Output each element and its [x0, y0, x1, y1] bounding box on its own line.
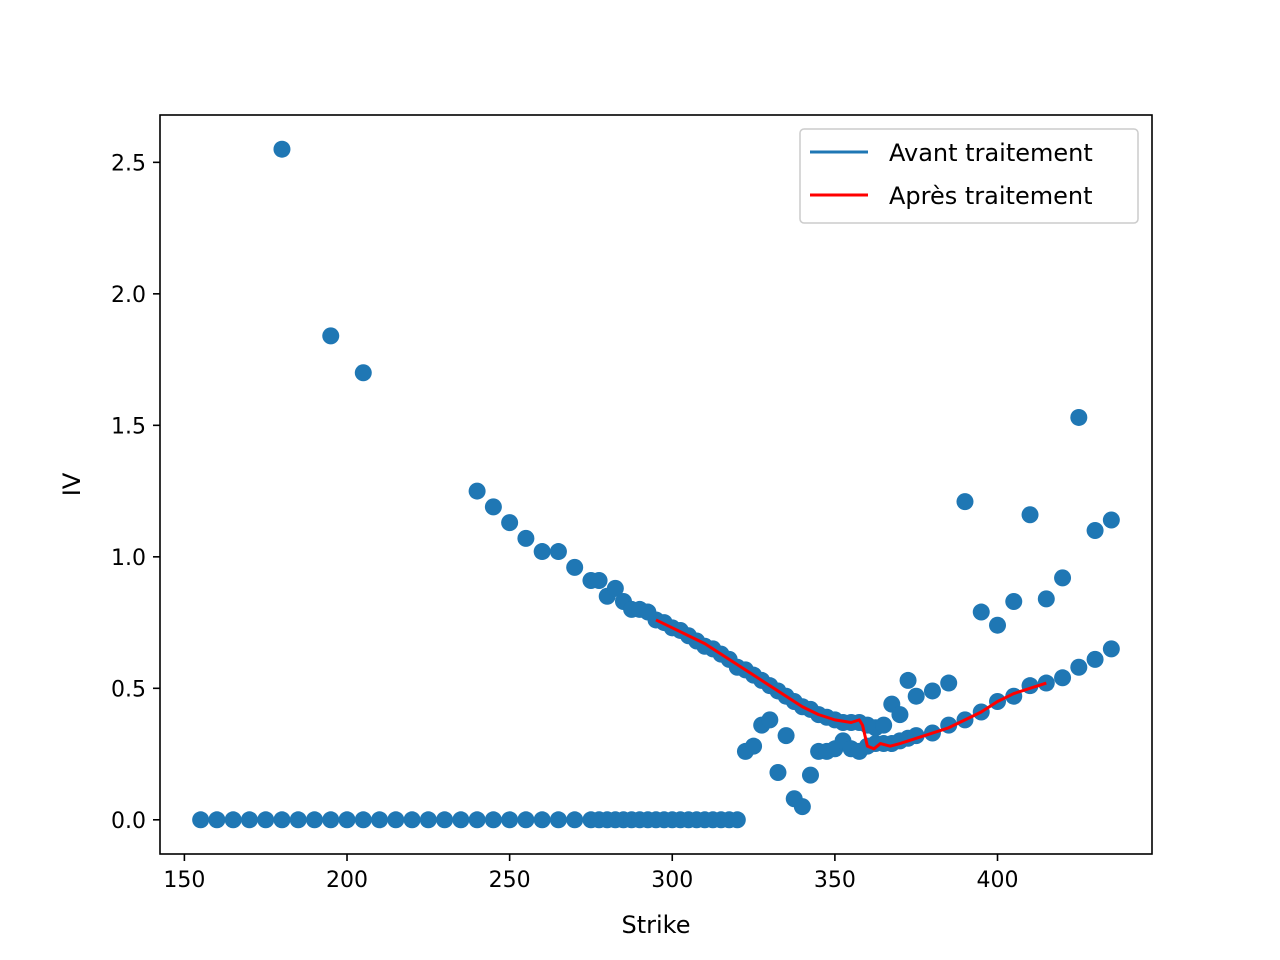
scatter-point: [793, 798, 811, 816]
scatter-point: [566, 558, 584, 576]
scatter-point: [1102, 511, 1120, 529]
scatter-point: [761, 711, 779, 729]
x-tick-label: 300: [651, 868, 693, 893]
scatter-point: [875, 716, 893, 734]
scatter-point: [1037, 590, 1055, 608]
scatter-point: [192, 811, 210, 829]
scatter-point: [322, 811, 340, 829]
scatter-point: [354, 364, 372, 382]
scatter-point: [468, 811, 486, 829]
legend: Avant traitement Après traitement: [799, 128, 1139, 224]
scatter-point: [549, 543, 567, 561]
scatter-point: [322, 327, 340, 345]
scatter-point: [769, 763, 787, 781]
x-tick-label: 350: [814, 868, 856, 893]
scatter-point: [989, 616, 1007, 634]
x-tick-label: 150: [163, 868, 205, 893]
scatter-point: [891, 706, 909, 724]
plot-area: [160, 115, 1152, 854]
scatter-point: [1070, 408, 1088, 426]
scatter-point: [1086, 522, 1104, 540]
scatter-point: [517, 811, 535, 829]
scatter-point: [1102, 640, 1120, 658]
y-axis: 0.0 0.5 1.0 1.5 2.0 2.5: [111, 151, 160, 834]
plot-frame: [159, 114, 1153, 855]
y-tick-label: 1.0: [111, 546, 146, 571]
scatter-point: [923, 682, 941, 700]
scatter-point: [257, 811, 275, 829]
scatter-point: [354, 811, 372, 829]
scatter-point: [728, 811, 746, 829]
scatter-point: [419, 811, 437, 829]
y-tick-label: 1.5: [111, 414, 146, 439]
scatter-point: [371, 811, 389, 829]
y-tick-label: 0.0: [111, 809, 146, 834]
scatter-point: [452, 811, 470, 829]
scatter-point: [501, 811, 519, 829]
scatter-point: [745, 737, 763, 755]
y-tick-label: 0.5: [111, 677, 146, 702]
scatter-point: [1021, 506, 1039, 524]
legend-label-apres: Après traitement: [889, 182, 1092, 210]
scatter-point: [289, 811, 307, 829]
scatter-point: [484, 498, 502, 516]
x-axis-label: Strike: [622, 911, 691, 939]
scatter-point: [533, 811, 551, 829]
scatter-point: [240, 811, 258, 829]
legend-label-avant: Avant traitement: [889, 139, 1093, 167]
scatter-point: [606, 579, 624, 597]
scatter-point: [590, 571, 608, 589]
scatter-point: [273, 140, 291, 158]
y-tick-label: 2.5: [111, 151, 146, 176]
scatter-point: [305, 811, 323, 829]
scatter-point: [403, 811, 421, 829]
scatter-point: [566, 811, 584, 829]
scatter-point: [387, 811, 405, 829]
scatter-point: [273, 811, 291, 829]
y-tick-label: 2.0: [111, 283, 146, 308]
scatter-point: [1054, 569, 1072, 587]
x-tick-label: 400: [977, 868, 1019, 893]
scatter-point: [1070, 658, 1088, 676]
scatter-point: [224, 811, 242, 829]
legend-box: [799, 128, 1139, 224]
y-axis-label: IV: [58, 472, 86, 496]
scatter-point: [972, 603, 990, 621]
scatter-point: [533, 543, 551, 561]
line-series: [655, 618, 1047, 751]
scatter-point: [436, 811, 454, 829]
scatter-point: [208, 811, 226, 829]
scatter-point: [899, 671, 917, 689]
scatter-point: [549, 811, 567, 829]
scatter-point: [1005, 593, 1023, 611]
x-axis: 150 200 250 300 350 400: [163, 854, 1019, 893]
scatter-point: [956, 493, 974, 511]
scatter-point: [1054, 669, 1072, 687]
scatter-point: [484, 811, 502, 829]
scatter-point: [517, 529, 535, 547]
scatter-point: [940, 674, 958, 692]
scatter-point: [907, 687, 925, 705]
scatter-point: [801, 766, 819, 784]
scatter-point: [1086, 650, 1104, 668]
x-tick-label: 250: [489, 868, 531, 893]
scatter-point: [338, 811, 356, 829]
x-tick-label: 200: [326, 868, 368, 893]
scatter-point: [777, 727, 795, 745]
scatter-point: [468, 482, 486, 500]
scatter-point: [501, 514, 519, 532]
series-line: [655, 618, 1047, 751]
